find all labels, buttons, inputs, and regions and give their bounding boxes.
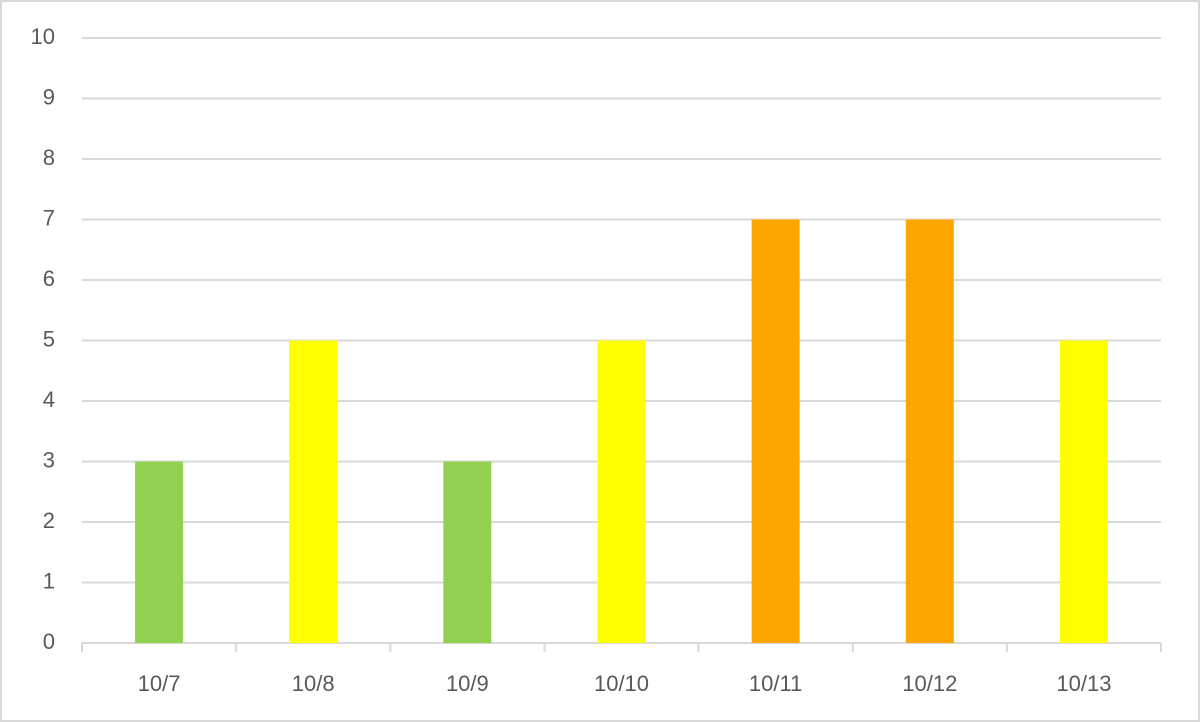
y-tick-label: 6 (43, 266, 55, 291)
y-tick-label: 1 (43, 568, 55, 593)
y-tick-label: 3 (43, 447, 55, 472)
y-tick-label: 2 (43, 508, 55, 533)
y-tick-label: 9 (43, 84, 55, 109)
x-tick-label: 10/12 (902, 671, 957, 696)
bar (597, 340, 646, 643)
y-tick-label: 4 (43, 387, 55, 412)
x-tick-label: 10/13 (1056, 671, 1111, 696)
x-tick-label: 10/9 (446, 671, 489, 696)
bar (443, 461, 492, 643)
bar (905, 219, 954, 643)
y-tick-label: 5 (43, 326, 55, 351)
y-tick-label: 10 (31, 24, 55, 49)
x-tick-label: 10/8 (292, 671, 335, 696)
x-tick-label: 10/10 (594, 671, 649, 696)
y-tick-label: 0 (43, 629, 55, 654)
y-tick-label: 8 (43, 145, 55, 170)
bar (289, 340, 338, 643)
bar (1059, 340, 1108, 643)
x-tick-label: 10/7 (138, 671, 181, 696)
bar (135, 461, 184, 643)
y-tick-label: 7 (43, 205, 55, 230)
x-tick-label: 10/11 (749, 671, 802, 696)
bar (751, 219, 800, 643)
